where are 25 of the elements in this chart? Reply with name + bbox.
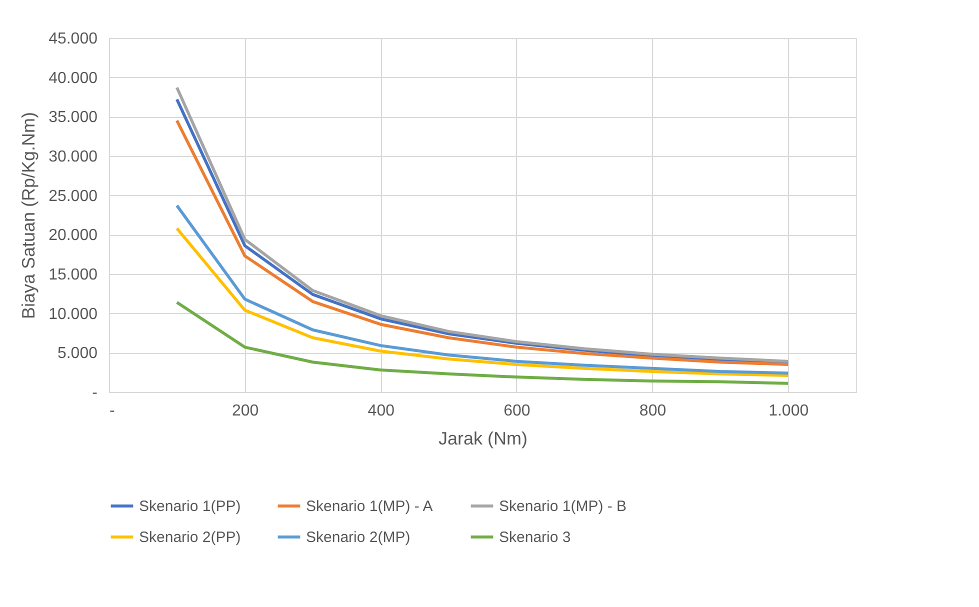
y-tick-label: 35.000: [48, 109, 98, 126]
legend-label: Skenario 1(MP) - B: [499, 498, 627, 515]
y-tick-label: -: [92, 384, 98, 402]
legend-label: Skenario 3: [499, 529, 571, 546]
x-tick-label: 800: [639, 402, 666, 420]
y-tick-label: 30.000: [48, 148, 98, 166]
y-tick-label: 5.000: [57, 345, 98, 362]
legend-label: Skenario 1(PP): [139, 498, 241, 515]
legend-label: Skenario 1(MP) - A: [306, 498, 433, 515]
x-tick-label: 600: [504, 402, 530, 420]
x-tick-label: 1.000: [768, 402, 809, 420]
x-axis-title: Jarak (Nm): [438, 428, 528, 448]
legend-label: Skenario 2(PP): [139, 529, 241, 546]
y-tick-label: 45.000: [48, 30, 98, 48]
line-series: [175, 300, 790, 385]
y-tick-label: 40.000: [48, 70, 98, 87]
legend-label: Skenario 2(MP): [306, 529, 410, 546]
y-tick-label: 20.000: [48, 227, 98, 244]
y-axis-title: Biaya Satuan (Rp/Kg.Nm): [18, 112, 39, 320]
x-tick-label: 200: [232, 402, 259, 420]
x-tick-label: -: [110, 402, 115, 420]
y-tick-label: 25.000: [48, 188, 98, 205]
y-tick-label: 15.000: [48, 266, 98, 284]
x-tick-label: 400: [368, 402, 395, 420]
y-tick-label: 10.000: [48, 306, 98, 323]
